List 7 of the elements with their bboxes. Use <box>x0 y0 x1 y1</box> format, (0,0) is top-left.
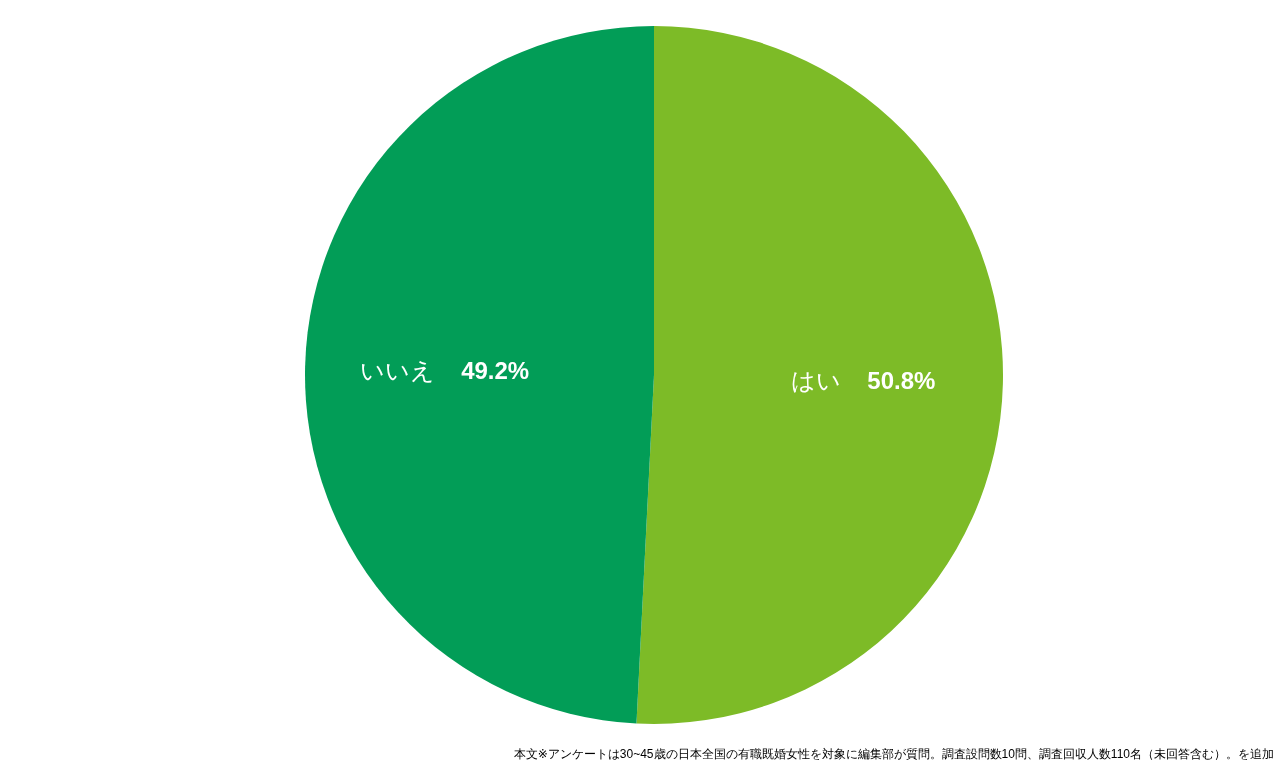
slice-label: いいえ <box>360 356 436 384</box>
pie-slice <box>636 26 1003 724</box>
text: 本文※アンケートは30~45歳の日本全国の有職既婚女性を対象に編集部が質問。調査設問数10問、調査回収人数110名（未回答含む）。を追加 <box>513 747 1274 760</box>
data-label: 49.2% <box>461 356 530 384</box>
slice-label: はい <box>791 366 842 394</box>
pie-slice <box>305 26 654 724</box>
data-label: 50.8% <box>867 366 936 394</box>
